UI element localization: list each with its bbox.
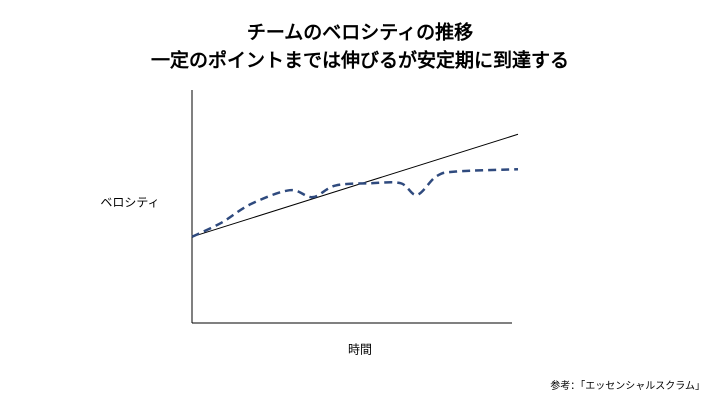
source-note: 参考：「エッセンシャルスクラム」 [550, 379, 705, 392]
chart-subtitle: 一定のポイントまでは伸びるが安定期に到達する [151, 49, 569, 72]
y-axis-label: ベロシティ [100, 196, 159, 210]
chart-title: チームのベロシティの推移 [247, 21, 473, 44]
dashed-line [191, 167, 519, 238]
trend-line [191, 133, 519, 238]
x-axis-label: 時間 [348, 343, 372, 357]
